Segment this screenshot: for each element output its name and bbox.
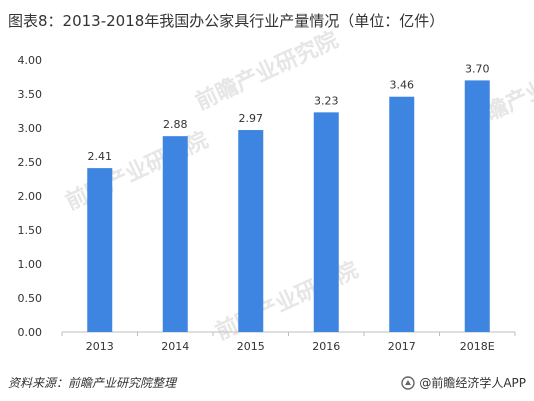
bar-2017 (389, 96, 415, 332)
x-tick-label: 2015 (237, 340, 265, 353)
x-tick-label: 2016 (312, 340, 340, 353)
bar-2015 (238, 130, 264, 332)
y-tick-label: 2.00 (18, 190, 43, 203)
brand-text: @前瞻经济学人APP (419, 376, 526, 390)
data-label: 2.97 (239, 112, 264, 125)
x-tick-label: 2017 (388, 340, 416, 353)
x-tick-label: 2013 (86, 340, 114, 353)
bar-2013 (87, 168, 113, 332)
bar-2014 (162, 136, 188, 332)
data-label: 2.88 (163, 118, 188, 131)
data-label: 3.23 (314, 94, 339, 107)
data-label: 3.70 (465, 62, 490, 75)
data-labels: 2.41 2.88 2.97 3.23 3.46 3.70 (88, 62, 490, 163)
y-tick-label: 3.00 (18, 122, 43, 135)
bar-2016 (313, 112, 339, 332)
x-tick-label: 2018E (460, 340, 495, 353)
y-tick-label: 1.00 (18, 258, 43, 271)
x-tick-label: 2014 (161, 340, 189, 353)
data-label: 3.46 (390, 79, 415, 92)
x-axis: 2013 2014 2015 2016 2017 2018E (61, 331, 516, 353)
data-label: 2.41 (88, 150, 113, 163)
bars (87, 80, 490, 333)
source-note: 资料来源：前瞻产业研究院整理 (8, 376, 177, 390)
y-tick-label: 2.50 (18, 156, 43, 169)
watermark-text: 前瞻产业研究院 (62, 127, 213, 216)
y-tick-label: 3.50 (18, 88, 43, 101)
chart-title: 图表8：2013-2018年我国办公家具行业产量情况（单位：亿件） (8, 12, 445, 30)
bar-2018E (464, 80, 490, 333)
y-tick-label: 0.00 (18, 326, 43, 339)
brand-credit: @前瞻经济学人APP (401, 374, 526, 391)
y-tick-label: 0.50 (18, 292, 43, 305)
y-tick-label: 1.50 (18, 224, 43, 237)
y-axis: 0.00 0.50 1.00 1.50 2.00 2.50 3.00 3.50 4.00 (18, 54, 43, 339)
y-tick-label: 4.00 (18, 54, 43, 67)
brand-logo-icon (401, 375, 416, 390)
